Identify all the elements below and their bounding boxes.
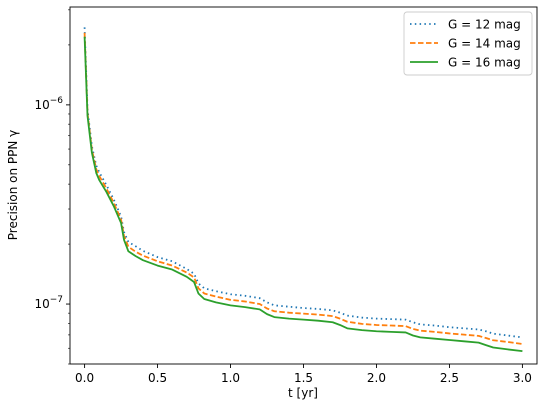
x-tick-label: 1.0 — [221, 371, 240, 385]
x-tick-label: 3.0 — [513, 371, 532, 385]
x-tick-label: 0.0 — [75, 371, 94, 385]
series-line-3 — [83, 36, 523, 353]
x-tick-label: 0.5 — [148, 371, 167, 385]
y-axis: 10−7 10−6 — [34, 9, 70, 365]
legend-label-2: G = 14 mag — [448, 37, 521, 51]
legend-box — [403, 11, 533, 76]
x-axis-label: t [yr] — [288, 386, 318, 400]
y-tick-label: 10−6 — [34, 96, 63, 112]
legend: G = 12 mag G = 14 mag G = 16 mag — [403, 11, 533, 76]
y-axis-label: Precision on PPN γ — [6, 130, 20, 240]
x-axis: 0.0 0.5 1.0 1.5 2.0 2.5 3.0 — [75, 364, 532, 385]
series-line-1 — [83, 27, 523, 339]
legend-label-3: G = 16 mag — [448, 56, 521, 70]
y-tick-label: 10−7 — [34, 295, 63, 311]
x-tick-label: 2.0 — [367, 371, 386, 385]
x-tick-label: 1.5 — [294, 371, 313, 385]
x-tick-label: 2.5 — [440, 371, 459, 385]
legend-label-1: G = 12 mag — [448, 18, 521, 32]
series-line-2 — [83, 32, 523, 345]
series-layer — [83, 27, 523, 353]
